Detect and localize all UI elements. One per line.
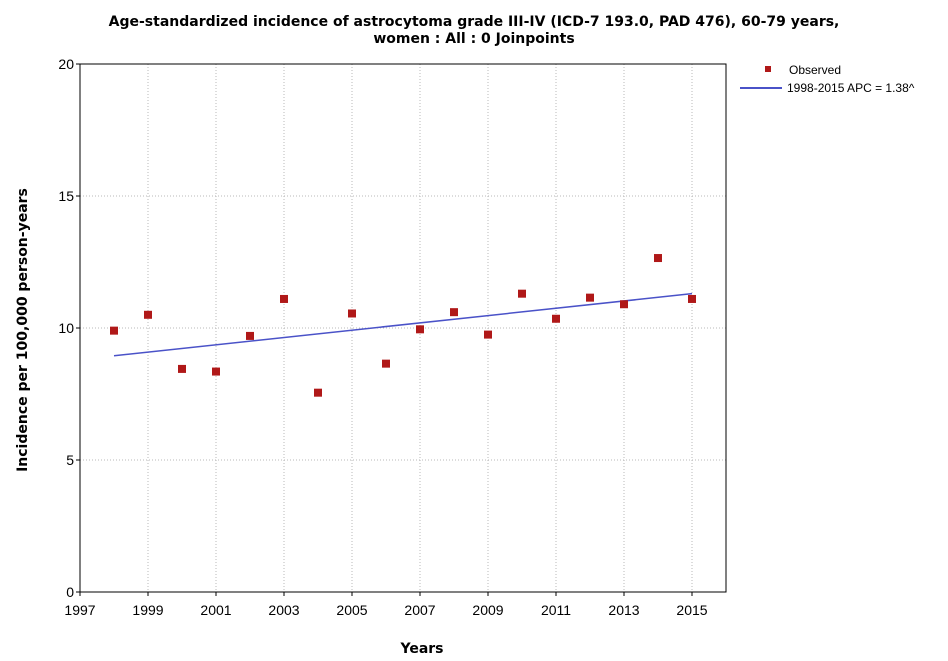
x-tick-label: 2013 (608, 602, 639, 618)
x-tick-label: 1997 (64, 602, 95, 618)
series (110, 254, 696, 397)
observed-point (484, 330, 492, 339)
x-tick-label: 2005 (336, 602, 367, 618)
observed-point (144, 310, 152, 319)
observed-point (382, 359, 390, 368)
x-tick-label: 2001 (200, 602, 231, 618)
observed-point (688, 294, 696, 303)
y-tick-label: 15 (58, 188, 74, 204)
chart-title-line2: women : All : 0 Joinpoints (373, 31, 575, 47)
observed-point (178, 364, 186, 373)
x-axis-label: Years (400, 641, 444, 657)
y-tick-label: 5 (66, 452, 74, 468)
observed-point (246, 331, 254, 340)
x-tick-label: 1999 (132, 602, 163, 618)
y-axis-label: Incidence per 100,000 person-years (15, 188, 31, 472)
legend-observed-marker (765, 66, 771, 72)
x-tick-label: 2011 (541, 602, 571, 618)
y-tick-label: 10 (58, 320, 74, 336)
observed-point (110, 326, 118, 335)
axis-ticks: 1997 1999 2001 2003 2005 2007 2009 2011 2013 2015… (58, 56, 707, 618)
observed-point (348, 309, 356, 318)
legend: Observed 1998-2015 APC = 1.38^ (740, 63, 915, 95)
x-tick-label: 2007 (404, 602, 435, 618)
legend-trend-label: 1998-2015 APC = 1.38^ (787, 81, 915, 95)
y-tick-label: 0 (66, 584, 74, 600)
observed-point (280, 294, 288, 303)
x-tick-label: 2015 (676, 602, 707, 618)
observed-point (416, 325, 424, 334)
legend-observed-label: Observed (789, 63, 841, 77)
observed-point (586, 293, 594, 302)
x-tick-label: 2009 (472, 602, 503, 618)
x-tick-label: 2003 (268, 602, 299, 618)
observed-point (450, 308, 458, 317)
observed-point (620, 300, 628, 309)
observed-point (654, 254, 662, 263)
observed-point (212, 367, 220, 376)
observed-point (518, 289, 526, 298)
y-tick-label: 20 (58, 56, 74, 72)
trend-line (113, 292, 693, 357)
observed-point (314, 388, 322, 397)
grid (80, 64, 726, 592)
observed-point (552, 314, 560, 323)
chart-title-line1: Age-standardized incidence of astrocytom… (108, 14, 840, 30)
